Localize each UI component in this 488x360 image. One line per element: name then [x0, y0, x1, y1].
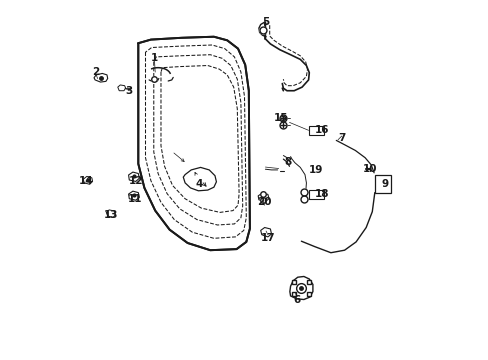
- Text: 14: 14: [79, 176, 93, 186]
- Polygon shape: [183, 167, 216, 191]
- Polygon shape: [83, 176, 92, 184]
- Text: 12: 12: [128, 176, 142, 186]
- Text: 13: 13: [104, 210, 118, 220]
- Text: 1: 1: [151, 53, 158, 63]
- Text: 11: 11: [127, 194, 142, 204]
- Text: 16: 16: [314, 125, 328, 135]
- Text: 5: 5: [262, 17, 269, 27]
- Polygon shape: [128, 172, 139, 181]
- Polygon shape: [260, 228, 271, 237]
- Text: 10: 10: [363, 164, 377, 174]
- Text: 15: 15: [273, 113, 288, 123]
- Bar: [309, 190, 324, 199]
- Text: 20: 20: [257, 197, 271, 207]
- Text: 9: 9: [381, 179, 387, 189]
- Bar: [374, 175, 390, 193]
- Polygon shape: [258, 193, 268, 202]
- Text: 4: 4: [195, 179, 203, 189]
- Polygon shape: [128, 191, 139, 200]
- Text: 8: 8: [284, 157, 291, 167]
- Text: 7: 7: [337, 132, 345, 143]
- Text: 17: 17: [260, 233, 275, 243]
- Polygon shape: [138, 37, 249, 250]
- Text: 6: 6: [292, 294, 300, 305]
- Text: 18: 18: [314, 189, 328, 199]
- Text: 19: 19: [309, 165, 323, 175]
- Text: 2: 2: [92, 67, 100, 77]
- Polygon shape: [118, 85, 125, 91]
- Polygon shape: [289, 276, 312, 300]
- Bar: [309, 126, 324, 135]
- Polygon shape: [106, 210, 115, 217]
- Polygon shape: [94, 73, 107, 82]
- Text: 3: 3: [125, 86, 132, 96]
